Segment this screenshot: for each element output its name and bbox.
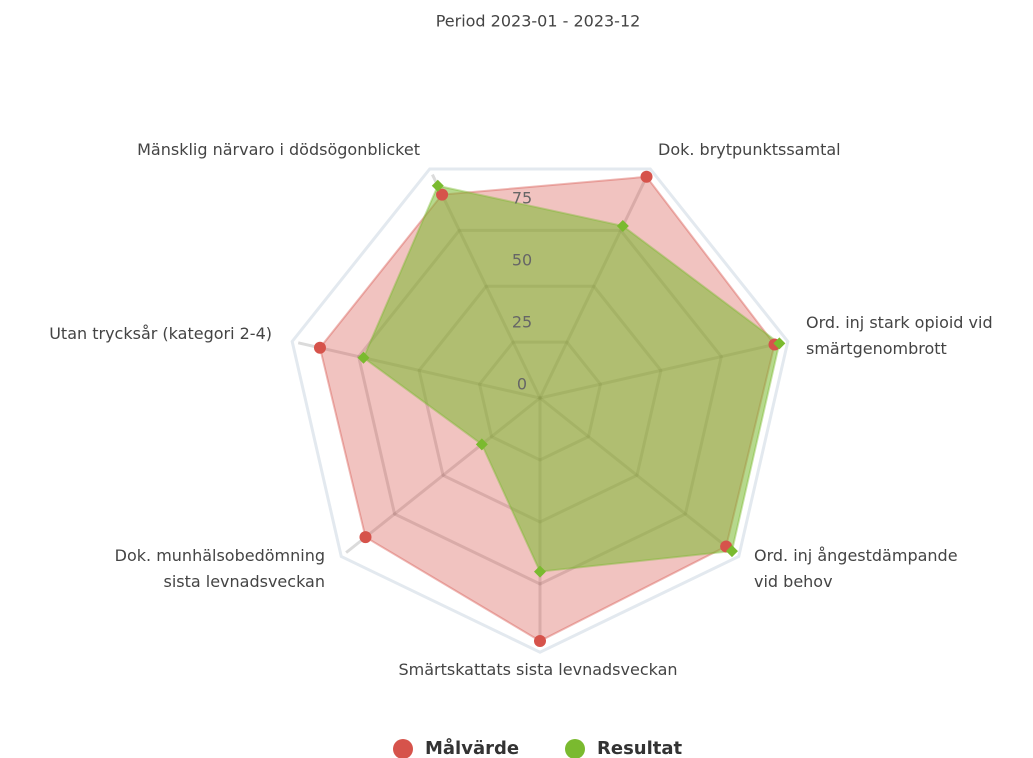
category-label: Ord. inj stark opioid vid smärtgenombrott — [806, 313, 993, 358]
point — [313, 341, 326, 354]
legend-label: Resultat — [597, 738, 683, 758]
category-label-line: vid behov — [754, 572, 833, 591]
point — [431, 179, 444, 192]
category-label-line: smärtgenombrott — [806, 339, 947, 358]
category-label: Mänsklig närvaro i dödsögonblicket — [137, 140, 420, 159]
point — [436, 188, 449, 201]
category-label-line: Ord. inj stark opioid vid — [806, 313, 993, 332]
category-label-line: sista levnadsveckan — [163, 572, 325, 591]
y-tick-label: 0 — [517, 375, 527, 394]
category-label-line: Dok. munhälsobedömning — [115, 546, 325, 565]
point — [534, 565, 546, 578]
y-tick-label: 25 — [512, 313, 532, 332]
point — [725, 545, 738, 558]
category-label-line: Dok. brytpunktssamtal — [658, 140, 841, 159]
category-label-line: Mänsklig närvaro i dödsögonblicket — [137, 140, 420, 159]
outer-frame — [290, 167, 790, 654]
category-label: Smärtskattats sista levnadsveckan — [398, 660, 677, 679]
category-label: Dok. munhälsobedömning sista levnadsvecka… — [115, 546, 325, 591]
point — [359, 531, 372, 544]
category-label: Ord. inj ångestdämpande vid behov — [754, 546, 958, 591]
legend-symbol — [565, 739, 585, 758]
point — [475, 438, 488, 451]
series-area — [362, 184, 781, 573]
legend-label: Målvärde — [425, 737, 519, 758]
chart-title: Period 2023-01 - 2023-12 — [436, 12, 641, 31]
category-label: Dok. brytpunktssamtal — [658, 140, 841, 159]
point — [534, 635, 546, 648]
category-label-line: Smärtskattats sista levnadsveckan — [398, 660, 677, 679]
point — [616, 219, 629, 232]
category-label-line: Utan trycksår (kategori 2-4) — [49, 324, 272, 343]
point — [773, 337, 786, 350]
y-tick-label: 50 — [512, 251, 532, 270]
category-label-line: Ord. inj ångestdämpande — [754, 546, 958, 565]
legend-symbol — [393, 739, 413, 758]
y-tick-label: 75 — [512, 189, 532, 208]
point — [357, 351, 370, 364]
category-label: Utan trycksår (kategori 2-4) — [49, 324, 272, 343]
point — [640, 170, 653, 183]
